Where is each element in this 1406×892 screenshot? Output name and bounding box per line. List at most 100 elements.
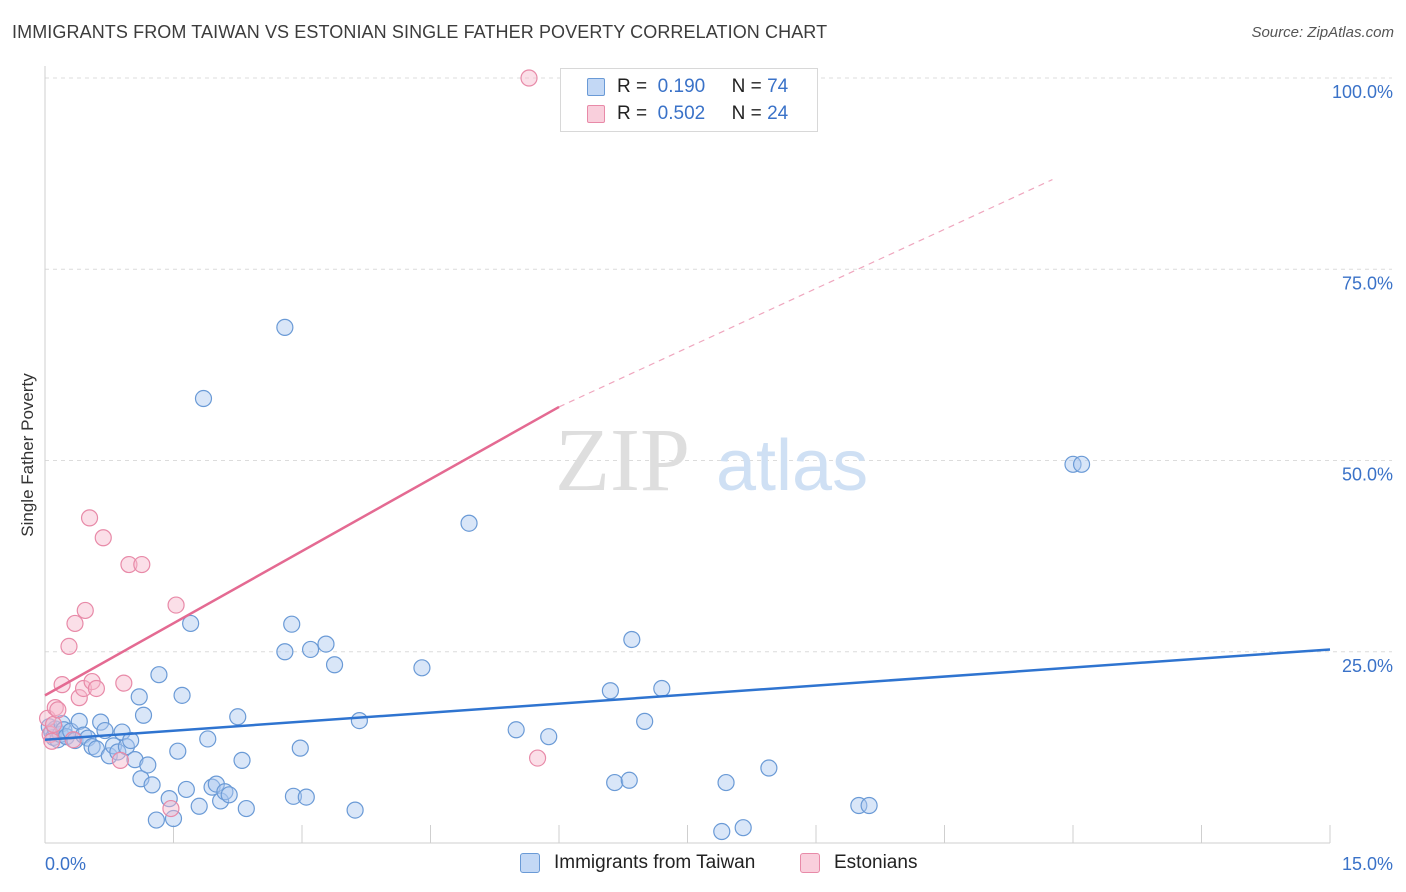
trend-lines (44, 179, 1331, 741)
y-tick-label: 25.0% (1342, 656, 1393, 676)
data-point-taiwan (190, 797, 208, 815)
data-point-taiwan (164, 809, 183, 828)
trend-line-estonian-extension (558, 179, 1053, 408)
data-point-taiwan (139, 756, 157, 774)
data-point-taiwan (284, 787, 303, 805)
data-point-estonian (60, 637, 78, 655)
tick-labels: 25.0% 50.0% 75.0% 100.0% 0.0% 15.0% (45, 82, 1393, 874)
data-point-taiwan (147, 811, 165, 829)
data-point-taiwan (460, 514, 478, 532)
legend-r-label: R = (617, 103, 648, 124)
watermark-atlas: atlas (716, 426, 868, 506)
data-point-taiwan (507, 721, 525, 739)
data-point-taiwan (291, 739, 309, 757)
data-point-estonian (133, 555, 151, 574)
data-point-estonian (162, 799, 180, 818)
data-point-taiwan (233, 751, 251, 769)
legend-item-taiwan: Immigrants from Taiwan (520, 852, 755, 874)
legend-row-taiwan: R = 0.190 N = 74 (587, 74, 788, 100)
data-point-taiwan (92, 713, 110, 731)
data-point-estonian (44, 715, 63, 734)
data-point-estonian (43, 732, 61, 750)
data-point-taiwan (173, 686, 191, 704)
legend-row-estonian: R = 0.502 N = 24 (587, 101, 788, 127)
data-point-estonian (64, 731, 82, 749)
data-point-estonian (120, 555, 138, 574)
data-point-estonian (115, 674, 133, 692)
data-point-taiwan (276, 643, 294, 661)
data-point-taiwan (100, 747, 118, 765)
data-point-estonian (520, 69, 538, 87)
data-point-taiwan (713, 822, 731, 841)
legend-label-estonian: Estonians (834, 852, 918, 873)
legend-n-label: N = (731, 103, 762, 124)
data-point-taiwan (601, 682, 620, 700)
data-point-taiwan (283, 615, 301, 633)
legend-n-value-taiwan: 74 (767, 76, 789, 97)
data-point-estonian (74, 679, 93, 698)
data-point-estonian (111, 751, 129, 769)
data-point-taiwan (182, 614, 200, 633)
data-point-taiwan (350, 711, 368, 730)
data-point-estonian (94, 529, 112, 547)
data-point-estonian (76, 601, 94, 620)
trend-line-taiwan (44, 648, 1331, 741)
data-point-taiwan (1072, 455, 1091, 473)
data-point-taiwan (606, 773, 624, 792)
x-tick-label: 15.0% (1342, 854, 1393, 874)
data-point-estonian (49, 701, 67, 719)
grid-lines (45, 77, 1392, 653)
data-point-estonian (167, 596, 185, 614)
series-legend: Immigrants from Taiwan Estonians (0, 852, 1406, 878)
data-point-taiwan (194, 389, 213, 408)
legend-r-value-taiwan: 0.190 (657, 76, 706, 97)
data-point-taiwan (177, 780, 195, 799)
data-point-taiwan (623, 630, 641, 649)
data-point-taiwan (636, 712, 654, 730)
data-point-estonian (70, 689, 88, 707)
data-point-taiwan (760, 759, 778, 777)
data-point-estonian (66, 614, 84, 633)
legend-swatch-taiwan (520, 853, 540, 873)
data-point-taiwan (413, 659, 431, 677)
y-tick-label: 50.0% (1342, 465, 1393, 485)
data-point-taiwan (130, 688, 148, 706)
legend-swatch-taiwan (587, 78, 605, 96)
trend-line-estonian (44, 405, 560, 697)
data-point-estonian (528, 749, 547, 767)
watermark-zip: ZIP (555, 411, 690, 510)
data-point-taiwan (212, 792, 230, 810)
data-point-taiwan (540, 728, 558, 746)
data-point-taiwan (237, 799, 255, 818)
series-taiwan-points (40, 318, 1091, 841)
legend-n-label: N = (731, 76, 762, 97)
data-point-estonian (46, 698, 64, 717)
data-point-taiwan (301, 640, 320, 659)
data-point-taiwan (653, 679, 671, 698)
data-point-taiwan (346, 801, 364, 819)
data-point-taiwan (297, 788, 315, 806)
data-point-taiwan (150, 666, 168, 684)
y-tick-label: 75.0% (1342, 273, 1393, 293)
data-point-taiwan (199, 730, 217, 748)
data-point-taiwan (126, 751, 144, 769)
data-point-taiwan (220, 786, 238, 804)
data-point-taiwan (317, 635, 335, 653)
correlation-legend: R = 0.190 N = 74 R = 0.502 N = 24 (560, 68, 818, 132)
data-point-taiwan (229, 708, 247, 726)
y-tick-label: 100.0% (1332, 82, 1393, 102)
legend-swatch-estonian (800, 853, 820, 873)
watermark: ZIP atlas (555, 411, 868, 510)
data-point-taiwan (860, 796, 878, 815)
chart-source: Source: ZipAtlas.com (1251, 24, 1394, 41)
legend-n-value-estonian: 24 (767, 103, 789, 124)
series-estonian-points (38, 69, 547, 818)
legend-item-estonian: Estonians (800, 852, 917, 874)
data-point-taiwan (620, 771, 638, 789)
data-point-taiwan (134, 706, 153, 724)
legend-r-label: R = (617, 76, 648, 97)
data-point-estonian (80, 509, 99, 527)
chart-title: IMMIGRANTS FROM TAIWAN VS ESTONIAN SINGL… (12, 22, 828, 42)
data-point-estonian (87, 679, 106, 698)
axes (44, 66, 1331, 844)
